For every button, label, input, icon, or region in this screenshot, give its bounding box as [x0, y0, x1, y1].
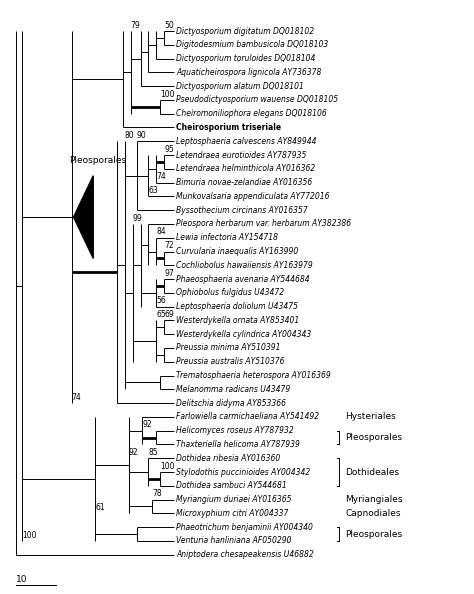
Text: 74: 74 — [72, 393, 82, 402]
Text: Phaeotrichum benjaminii AY004340: Phaeotrichum benjaminii AY004340 — [176, 523, 313, 532]
Text: Westerdykella cylindrica AY004343: Westerdykella cylindrica AY004343 — [176, 330, 311, 339]
Text: Dothideales: Dothideales — [345, 467, 400, 476]
Text: Letendraea helminthicola AY016362: Letendraea helminthicola AY016362 — [176, 165, 315, 173]
Text: 72: 72 — [164, 241, 174, 250]
Text: Dictyosporium alatum DQ018101: Dictyosporium alatum DQ018101 — [176, 81, 304, 91]
Text: 90: 90 — [137, 131, 146, 140]
Text: Lewia infectoria AY154718: Lewia infectoria AY154718 — [176, 233, 278, 242]
Text: 79: 79 — [131, 21, 140, 30]
Text: Leptosphaeria calvescens AY849944: Leptosphaeria calvescens AY849944 — [176, 137, 317, 146]
Text: 69: 69 — [164, 310, 174, 319]
Text: Pseudodictyosporium wauense DQ018105: Pseudodictyosporium wauense DQ018105 — [176, 96, 338, 105]
Text: Aquaticheirospora lignicola AY736378: Aquaticheirospora lignicola AY736378 — [176, 68, 321, 77]
Text: Venturia hanliniana AF050290: Venturia hanliniana AF050290 — [176, 536, 292, 545]
Text: Stylodothis puccinioides AY004342: Stylodothis puccinioides AY004342 — [176, 467, 310, 476]
Text: Farlowiella carmichaeliana AY541492: Farlowiella carmichaeliana AY541492 — [176, 412, 319, 421]
Text: Preussia minima AY510391: Preussia minima AY510391 — [176, 343, 281, 352]
Text: 50: 50 — [164, 21, 174, 30]
Text: 80: 80 — [125, 131, 135, 140]
Text: Trematosphaeria heterospora AY016369: Trematosphaeria heterospora AY016369 — [176, 371, 331, 380]
Text: 84: 84 — [156, 228, 166, 236]
Text: 97: 97 — [164, 268, 174, 278]
Text: Dictyosporium digitatum DQ018102: Dictyosporium digitatum DQ018102 — [176, 27, 314, 36]
Text: 100: 100 — [160, 462, 175, 470]
Text: Cheiromoniliophora elegans DQ018106: Cheiromoniliophora elegans DQ018106 — [176, 109, 327, 118]
Text: Cheirosporium triseriale: Cheirosporium triseriale — [176, 123, 281, 132]
Text: Myriangium duriaei AY016365: Myriangium duriaei AY016365 — [176, 495, 292, 504]
Text: Helicomyces roseus AY787932: Helicomyces roseus AY787932 — [176, 426, 294, 435]
Text: 78: 78 — [152, 489, 162, 498]
Text: 99: 99 — [133, 214, 142, 223]
Text: Delitschia didyma AY853366: Delitschia didyma AY853366 — [176, 399, 286, 407]
Text: Munkovalsaria appendiculata AY772016: Munkovalsaria appendiculata AY772016 — [176, 192, 329, 201]
Text: Phaeosphaeria avenaria AY544684: Phaeosphaeria avenaria AY544684 — [176, 274, 310, 283]
Text: Cochliobolus hawaiiensis AY163979: Cochliobolus hawaiiensis AY163979 — [176, 261, 313, 270]
Text: 10: 10 — [17, 575, 28, 584]
Text: Dothidea ribesia AY016360: Dothidea ribesia AY016360 — [176, 454, 280, 463]
Text: Letendraea eurotioides AY787935: Letendraea eurotioides AY787935 — [176, 150, 306, 160]
Text: Dictyosporium toruloides DQ018104: Dictyosporium toruloides DQ018104 — [176, 54, 315, 63]
Text: Leptosphaeria doliolum U43475: Leptosphaeria doliolum U43475 — [176, 302, 298, 311]
Text: 95: 95 — [164, 145, 174, 154]
Text: 100: 100 — [22, 530, 37, 539]
Text: Microxyphium citri AY004337: Microxyphium citri AY004337 — [176, 509, 288, 518]
Text: 92: 92 — [129, 448, 138, 457]
Polygon shape — [73, 176, 93, 258]
Text: Pleosporales: Pleosporales — [345, 433, 402, 442]
Text: 56: 56 — [156, 296, 166, 305]
Text: 63: 63 — [148, 186, 158, 195]
Text: Hysteriales: Hysteriales — [345, 412, 396, 421]
Text: Ophiobolus fulgidus U43472: Ophiobolus fulgidus U43472 — [176, 288, 284, 298]
Text: Pleosporales: Pleosporales — [70, 156, 127, 165]
Text: Westerdykella ornata AY853401: Westerdykella ornata AY853401 — [176, 316, 299, 325]
Text: Dothidea sambuci AY544681: Dothidea sambuci AY544681 — [176, 481, 287, 490]
Text: Byssothecium circinans AY016357: Byssothecium circinans AY016357 — [176, 206, 308, 214]
Text: Bimuria novae-zelandiae AY016356: Bimuria novae-zelandiae AY016356 — [176, 178, 312, 187]
Text: 100: 100 — [160, 90, 175, 99]
Text: 65: 65 — [156, 310, 166, 319]
Text: 85: 85 — [148, 448, 158, 457]
Text: Preussia australis AY510376: Preussia australis AY510376 — [176, 357, 284, 366]
Text: Thaxteriella helicoma AY787939: Thaxteriella helicoma AY787939 — [176, 440, 300, 449]
Text: 61: 61 — [95, 503, 105, 512]
Text: Myriangiales: Myriangiales — [345, 495, 403, 504]
Text: Aniptodera chesapeakensis U46882: Aniptodera chesapeakensis U46882 — [176, 550, 314, 559]
Text: 92: 92 — [143, 421, 152, 429]
Text: Pleosporales: Pleosporales — [345, 529, 402, 539]
Text: Capnodiales: Capnodiales — [345, 509, 401, 518]
Text: 74: 74 — [156, 172, 166, 181]
Text: Pleospora herbarum var. herbarum AY382386: Pleospora herbarum var. herbarum AY38238… — [176, 219, 351, 229]
Text: Melanomma radicans U43479: Melanomma radicans U43479 — [176, 385, 290, 394]
Text: Digitodesmium bambusicola DQ018103: Digitodesmium bambusicola DQ018103 — [176, 40, 328, 49]
Text: Curvularia inaequalis AY163990: Curvularia inaequalis AY163990 — [176, 247, 298, 256]
